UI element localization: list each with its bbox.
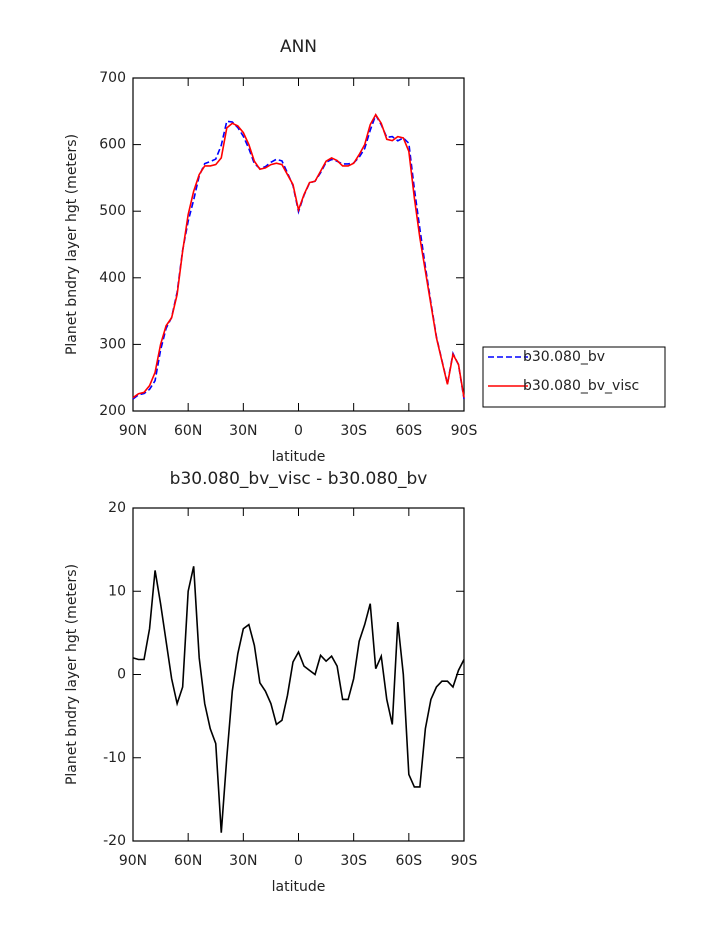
x-tick-label: 0	[294, 853, 303, 869]
x-tick-label: 90S	[451, 853, 478, 869]
x-tick-label: 0	[294, 423, 303, 439]
y-tick-label: 200	[99, 403, 126, 419]
y-axis-label: Planet bndry layer hgt (meters)	[64, 134, 80, 355]
y-tick-label: 300	[99, 336, 126, 352]
x-axis-label: latitude	[272, 449, 326, 465]
legend-label: b30.080_bv_visc	[523, 378, 639, 394]
chart-title: b30.080_bv_visc - b30.080_bv	[170, 469, 428, 489]
x-tick-label: 30N	[229, 423, 257, 439]
y-tick-label: 0	[117, 667, 126, 683]
x-axis-label: latitude	[272, 879, 326, 895]
y-tick-label: 400	[99, 270, 126, 286]
x-tick-label: 30N	[229, 853, 257, 869]
x-tick-label: 30S	[340, 853, 367, 869]
data-line	[132, 113, 465, 399]
y-tick-label: -20	[103, 833, 126, 849]
x-tick-label: 90S	[451, 423, 478, 439]
y-tick-label: -10	[103, 750, 126, 766]
y-tick-label: 500	[99, 203, 126, 219]
y-tick-label: 20	[108, 500, 126, 516]
x-tick-label: 60S	[395, 853, 422, 869]
legend-box	[482, 346, 666, 408]
y-axis-label: Planet bndry layer hgt (meters)	[64, 564, 80, 785]
x-tick-label: 30S	[340, 423, 367, 439]
chart-title: ANN	[280, 37, 317, 57]
data-line	[132, 566, 465, 833]
x-tick-label: 60N	[174, 853, 202, 869]
y-tick-label: 10	[108, 583, 126, 599]
x-tick-label: 90N	[119, 423, 147, 439]
legend-label: b30.080_bv	[523, 349, 605, 365]
y-tick-label: 600	[99, 137, 126, 153]
x-tick-label: 90N	[119, 853, 147, 869]
y-tick-label: 700	[99, 70, 126, 86]
x-tick-label: 60S	[395, 423, 422, 439]
x-tick-label: 60N	[174, 423, 202, 439]
plot-frame	[132, 77, 465, 412]
